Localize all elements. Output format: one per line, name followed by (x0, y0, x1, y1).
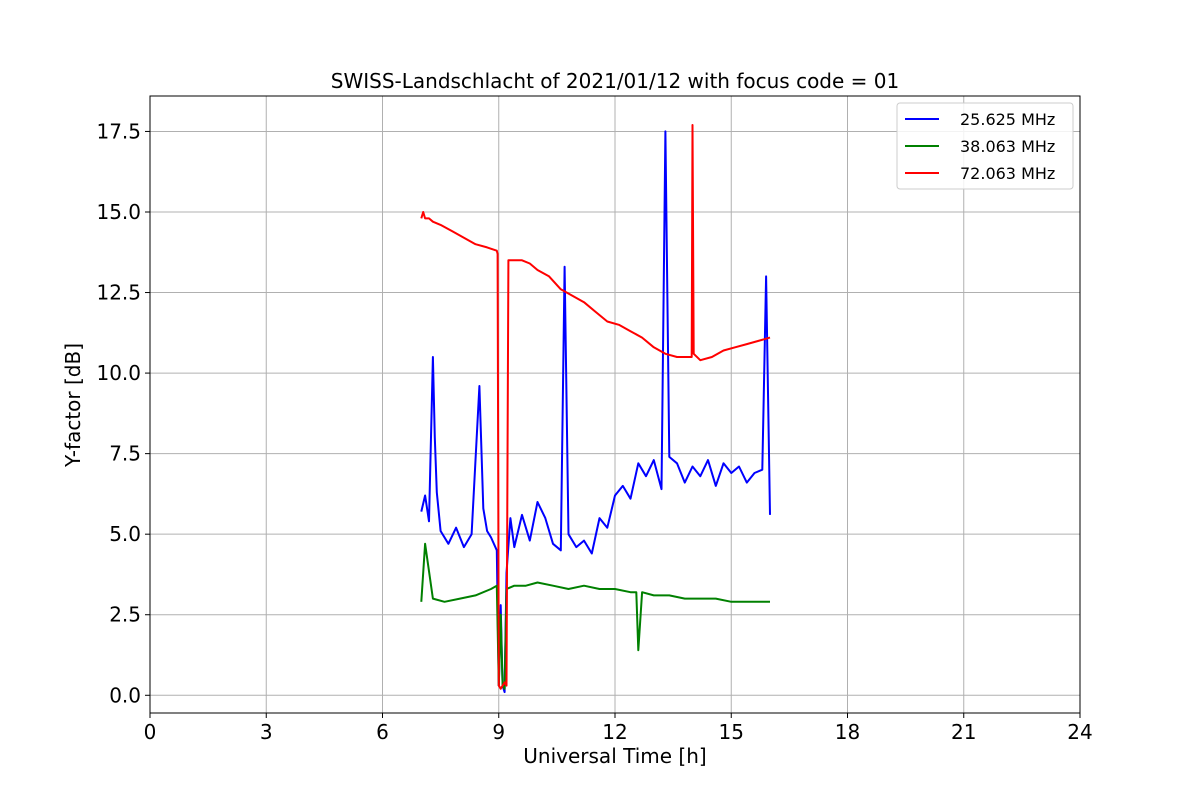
x-tick-label: 6 (376, 720, 389, 744)
x-axis-label: Universal Time [h] (523, 744, 706, 768)
axis-ticks: 0 3 6 9 12 15 18 21 24 0.0 2.5 5.0 7.5 10.0 12.5 15.0 17… (96, 119, 1092, 744)
legend-label: 25.625 MHz (960, 110, 1055, 129)
y-tick-label: 5.0 (109, 522, 141, 546)
series-line-38-063-mhz (420, 542, 770, 690)
x-tick-label: 24 (1067, 720, 1092, 744)
x-tick-label: 9 (492, 720, 505, 744)
y-axis-label: Y-factor [dB] (61, 343, 85, 468)
y-tick-label: 12.5 (96, 281, 141, 305)
legend-label: 38.063 MHz (960, 137, 1055, 156)
series-line-25-625-mhz (420, 130, 771, 694)
y-tick-label: 17.5 (96, 119, 141, 143)
chart-title: SWISS-Landschlacht of 2021/01/12 with fo… (331, 69, 899, 93)
series-line-72-063-mhz (420, 124, 771, 690)
x-tick-label: 18 (835, 720, 860, 744)
x-tick-label: 0 (144, 720, 157, 744)
y-tick-label: 0.0 (109, 683, 141, 707)
x-tick-label: 21 (951, 720, 976, 744)
legend-box (896, 102, 1074, 190)
legend-label: 72.063 MHz (960, 164, 1055, 183)
y-tick-label: 7.5 (109, 442, 141, 466)
y-tick-label: 2.5 (109, 603, 141, 627)
x-tick-label: 12 (602, 720, 627, 744)
y-tick-label: 10.0 (96, 361, 141, 385)
x-tick-label: 3 (260, 720, 273, 744)
x-tick-label: 15 (719, 720, 744, 744)
data-series (420, 124, 771, 694)
legend: 25.625 MHz 38.063 MHz 72.063 MHz (896, 102, 1074, 190)
y-tick-label: 15.0 (96, 200, 141, 224)
